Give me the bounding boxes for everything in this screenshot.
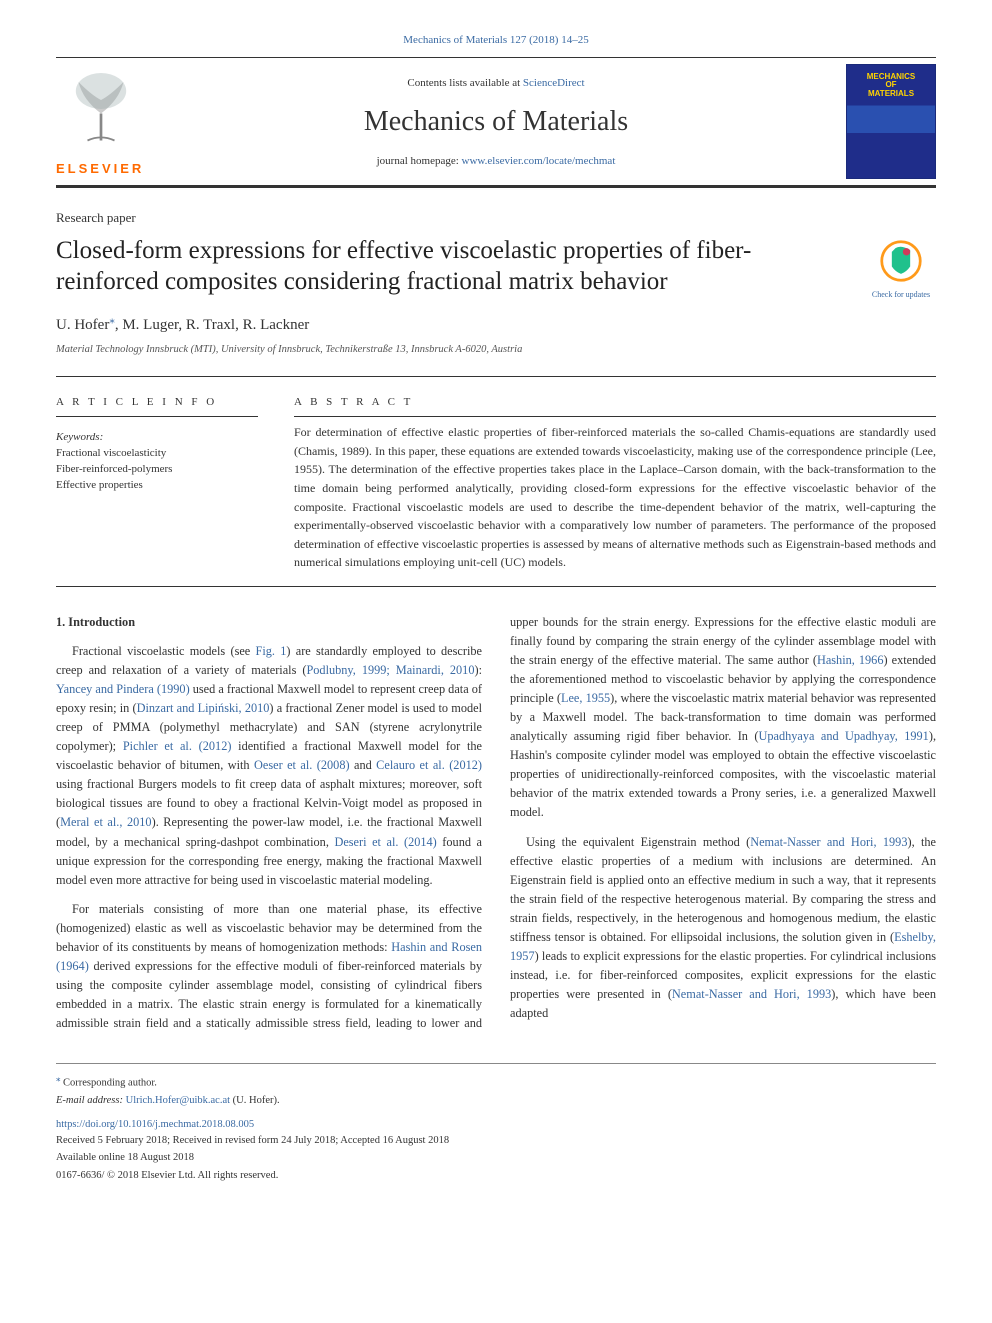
cite-link[interactable]: Pichler et al. (2012) [123, 739, 232, 753]
body-two-column: 1. Introduction Fractional viscoelastic … [56, 613, 936, 1033]
section-1-heading: 1. Introduction [56, 613, 482, 632]
cite-link[interactable]: Upadhyaya and Upadhyay, 1991 [758, 729, 928, 743]
issue-citation: Mechanics of Materials 127 (2018) 14–25 [56, 32, 936, 49]
keyword-item: Effective properties [56, 478, 258, 494]
cite-link[interactable]: Dinzart and Lipiński, 2010 [137, 701, 270, 715]
author-1: U. Hofer [56, 317, 109, 333]
author-2: M. Luger [122, 317, 178, 333]
keywords-label: Keywords: [56, 429, 258, 446]
article-title: Closed-form expressions for effective vi… [56, 235, 936, 298]
journal-cover-thumb: MECHANICS OF MATERIALS [846, 64, 936, 179]
email-line: E-mail address: Ulrich.Hofer@uibk.ac.at … [56, 1093, 936, 1109]
check-updates-icon [879, 239, 923, 283]
online-line: Available online 18 August 2018 [56, 1150, 936, 1166]
corresponding-mark[interactable]: ⁎ [109, 314, 115, 326]
masthead-center: Contents lists available at ScienceDirec… [166, 58, 826, 185]
keywords-list: Fractional viscoelasticity Fiber-reinfor… [56, 446, 258, 494]
cite-link[interactable]: Celauro et al. (2012) [376, 758, 482, 772]
journal-homepage-link[interactable]: www.elsevier.com/locate/mechmat [462, 155, 616, 167]
masthead: ELSEVIER Contents lists available at Sci… [56, 57, 936, 188]
info-abstract-block: A R T I C L E I N F O Keywords: Fraction… [56, 376, 936, 587]
check-updates-caption: Check for updates [866, 291, 936, 300]
abstract-heading: A B S T R A C T [294, 394, 936, 418]
sciencedirect-link[interactable]: ScienceDirect [523, 77, 585, 89]
elsevier-wordmark: ELSEVIER [56, 159, 158, 179]
article-type: Research paper [56, 208, 936, 228]
corr-mark-icon: ⁎ [56, 1073, 60, 1083]
corr-label: Corresponding author. [63, 1077, 157, 1088]
author-4: R. Lackner [243, 317, 310, 333]
article-info-column: A R T I C L E I N F O Keywords: Fraction… [56, 377, 276, 586]
cite-link[interactable]: Yancey and Pindera (1990) [56, 682, 190, 696]
journal-homepage-line: journal homepage: www.elsevier.com/locat… [172, 153, 820, 170]
cite-link[interactable]: Hashin, 1966 [817, 653, 884, 667]
body-paragraph: Fractional viscoelastic models (see Fig.… [56, 642, 482, 890]
contents-prefix: Contents lists available at [407, 77, 522, 89]
corresponding-author-note: ⁎ Corresponding author. [56, 1072, 936, 1091]
page-footer: ⁎ Corresponding author. E-mail address: … [56, 1063, 936, 1184]
contents-lists-line: Contents lists available at ScienceDirec… [172, 75, 820, 92]
cite-link[interactable]: Deseri et al. (2014) [334, 835, 436, 849]
elsevier-tree-icon [56, 64, 146, 154]
abstract-text: For determination of effective elastic p… [294, 423, 936, 572]
keyword-item: Fiber-reinforced-polymers [56, 462, 258, 478]
authors-line: U. Hofer⁎, M. Luger, R. Traxl, R. Lackne… [56, 312, 936, 337]
article-info-heading: A R T I C L E I N F O [56, 394, 258, 418]
email-label: E-mail address: [56, 1095, 126, 1106]
copyright-line: 0167-6636/ © 2018 Elsevier Ltd. All righ… [56, 1168, 936, 1184]
author-3: R. Traxl [186, 317, 235, 333]
cite-link[interactable]: Oeser et al. (2008) [254, 758, 350, 772]
cite-link[interactable]: Nemat-Nasser and Hori, 1993 [750, 835, 907, 849]
cite-link[interactable]: Lee, 1955 [561, 691, 610, 705]
cite-link[interactable]: Nemat-Nasser and Hori, 1993 [672, 987, 831, 1001]
masthead-publisher: ELSEVIER [56, 58, 166, 185]
abstract-column: A B S T R A C T For determination of eff… [276, 377, 936, 586]
masthead-cover: MECHANICS OF MATERIALS [826, 58, 936, 185]
history-line: Received 5 February 2018; Received in re… [56, 1133, 936, 1149]
cover-line-3: MATERIALS [868, 90, 914, 99]
keyword-item: Fractional viscoelasticity [56, 446, 258, 462]
homepage-prefix: journal homepage: [377, 155, 462, 167]
cite-link[interactable]: Eshelby, 1957 [510, 930, 936, 963]
body-paragraph: Using the equivalent Eigenstrain method … [510, 833, 936, 1023]
cite-link[interactable]: Meral et al., 2010 [60, 815, 151, 829]
cite-link[interactable]: Hashin and Rosen (1964) [56, 940, 482, 973]
doi-link[interactable]: https://doi.org/10.1016/j.mechmat.2018.0… [56, 1117, 936, 1133]
journal-name: Mechanics of Materials [172, 101, 820, 143]
fig-ref[interactable]: Fig. 1 [256, 644, 287, 658]
check-updates-badge[interactable]: Check for updates [866, 239, 936, 299]
corresponding-email-link[interactable]: Ulrich.Hofer@uibk.ac.at [126, 1095, 230, 1106]
affiliation: Material Technology Innsbruck (MTI), Uni… [56, 342, 936, 358]
email-suffix: (U. Hofer). [230, 1095, 280, 1106]
cite-link[interactable]: Podlubny, 1999; Mainardi, 2010 [306, 663, 474, 677]
